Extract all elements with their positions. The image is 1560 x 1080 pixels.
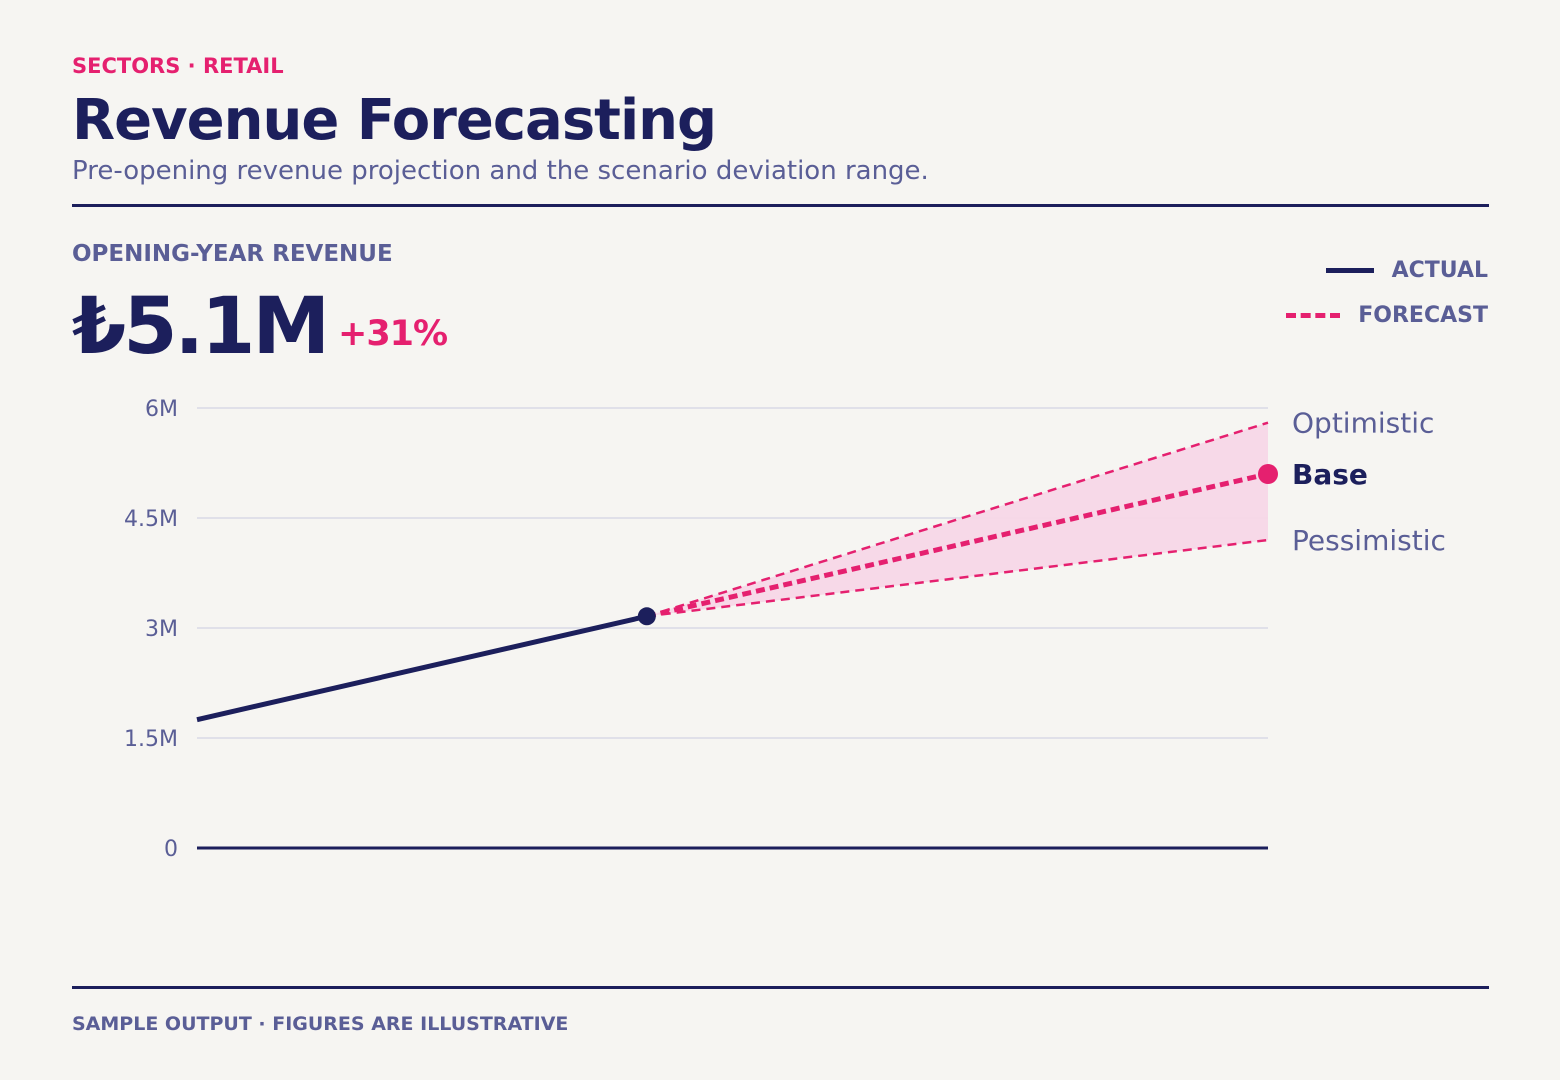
legend-label-forecast: FORECAST: [1358, 302, 1488, 328]
kpi-delta: +31%: [338, 314, 448, 354]
actual-line: [196, 613, 648, 723]
scenario-label-optimistic: Optimistic: [1292, 407, 1434, 440]
bottom-divider: [72, 986, 1489, 989]
page-subtitle: Pre-opening revenue projection and the s…: [72, 156, 929, 186]
section-eyebrow: SECTORS · RETAIL: [72, 54, 284, 78]
y-tick-label: 3M: [145, 617, 178, 642]
chart-legend: ACTUAL FORECAST: [1286, 256, 1488, 346]
legend-swatch-forecast: [1286, 312, 1341, 318]
kpi-label: OPENING-YEAR REVENUE: [72, 241, 393, 267]
legend-swatch-actual: [1325, 267, 1374, 273]
y-tick-label: 1.5M: [124, 727, 178, 752]
base-end-point: [1258, 464, 1278, 484]
scenario-label-pessimistic: Pessimistic: [1292, 524, 1446, 557]
top-divider: [72, 204, 1489, 207]
page-title: Revenue Forecasting: [72, 88, 717, 153]
forecast-line-base: [646, 471, 1269, 619]
y-tick-label: 6M: [145, 397, 178, 422]
y-tick-label: 0: [164, 837, 178, 862]
legend-label-actual: ACTUAL: [1391, 257, 1488, 283]
scenario-range-band: [646, 422, 1268, 617]
legend-item-forecast: FORECAST: [1286, 301, 1488, 329]
kpi-value: ₺5.1M: [72, 282, 330, 372]
y-tick-label: 4.5M: [124, 507, 178, 532]
forecast-line-optimistic: [646, 421, 1269, 618]
footer-note: SAMPLE OUTPUT · FIGURES ARE ILLUSTRATIVE: [72, 1013, 569, 1035]
scenario-label-base: Base: [1292, 458, 1368, 491]
actual-end-point: [637, 607, 656, 626]
legend-item-actual: ACTUAL: [1286, 256, 1488, 284]
